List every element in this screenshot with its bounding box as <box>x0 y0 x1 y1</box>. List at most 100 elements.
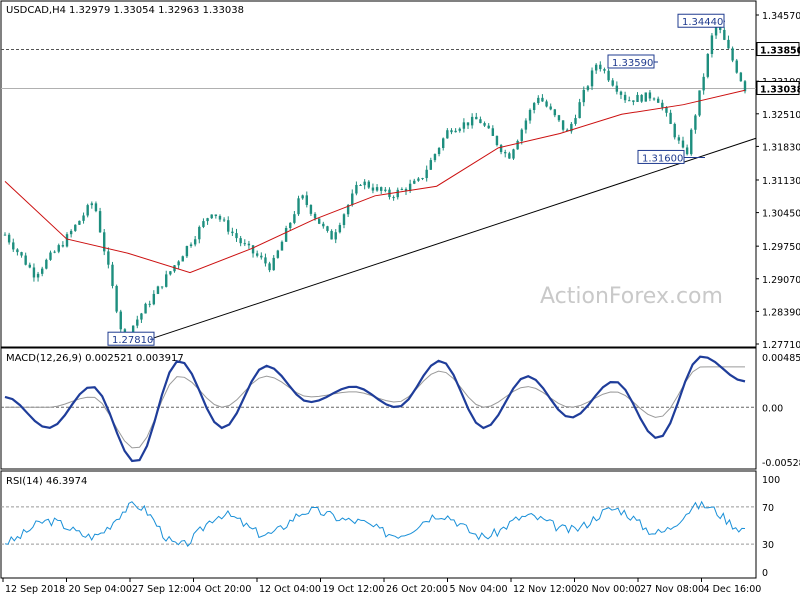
ohlc-readout: 1.32979 1.33054 1.32963 1.33038 <box>69 5 244 16</box>
candle-body <box>512 149 515 159</box>
candle-body <box>421 178 424 180</box>
rsi-tick-label: 100 <box>762 475 780 486</box>
candle-body <box>264 257 267 264</box>
candle-body <box>181 256 184 262</box>
candle-body <box>425 169 428 179</box>
candle-body <box>193 239 197 245</box>
candle-body <box>656 98 660 103</box>
candle-body <box>351 193 354 205</box>
candle-body <box>466 122 470 126</box>
candle-body <box>94 203 98 212</box>
candle-body <box>301 195 304 199</box>
candle-body <box>524 120 528 130</box>
candle-body <box>49 252 52 260</box>
candle-body <box>578 102 581 119</box>
macd-tick-label: 0.00 <box>762 403 783 414</box>
candle-body <box>61 245 65 247</box>
candle-body <box>727 39 730 49</box>
candle-body <box>731 48 734 61</box>
candle-body <box>661 102 664 108</box>
candle-body <box>255 253 259 256</box>
candle-body <box>280 241 284 251</box>
candle-body <box>41 268 44 274</box>
candle-body <box>69 230 73 235</box>
candle-body <box>140 313 143 320</box>
candle-body <box>487 125 490 129</box>
candle-body <box>557 115 561 121</box>
candle-body <box>574 118 577 124</box>
time-tick-label: 27 Sep 12:00 <box>132 584 195 595</box>
candle-body <box>462 122 466 129</box>
candle-body <box>545 101 548 107</box>
candles <box>3 18 747 340</box>
candle-body <box>260 255 263 258</box>
candle-body <box>375 187 379 191</box>
candle-body <box>45 259 48 269</box>
candle-body <box>185 246 189 257</box>
candle-body <box>698 90 701 116</box>
candle-body <box>322 223 325 227</box>
trendline-line <box>149 137 757 340</box>
candle-body <box>90 203 94 206</box>
candle-body <box>74 224 77 231</box>
candle-body <box>743 81 747 92</box>
candle-body <box>239 238 242 244</box>
candle-body <box>189 244 193 247</box>
candle-body <box>206 218 209 222</box>
candle-body <box>648 92 652 99</box>
candle-body <box>479 119 482 124</box>
candle-body <box>243 243 246 245</box>
candle-body <box>111 264 114 286</box>
candle-body <box>317 218 321 224</box>
time-tick-label: 20 Nov 00:00 <box>577 584 641 595</box>
candle-body <box>160 286 164 288</box>
annotation-label: 1.27810 <box>112 335 153 346</box>
rsi-tick-label: 30 <box>762 540 774 551</box>
candle-body <box>685 147 689 155</box>
candle-body <box>177 261 180 266</box>
price-tick-label: 1.32510 <box>762 110 800 121</box>
macd-tick-label: 0.004853 <box>762 353 800 364</box>
candle-body <box>119 311 122 330</box>
current-price-label: 1.33038 <box>760 84 800 95</box>
candle-body <box>632 100 635 102</box>
candle-body <box>305 195 308 205</box>
candle-body <box>78 220 81 225</box>
candle-body <box>24 255 27 265</box>
candle-body <box>272 257 275 271</box>
price-axis: 1.345701.338501.331901.325101.318301.311… <box>756 11 800 579</box>
candle-body <box>582 89 585 103</box>
candle-body <box>338 225 342 233</box>
candle-body <box>553 109 557 116</box>
candle-body <box>669 112 672 124</box>
candle-body <box>36 273 40 278</box>
annotation-label: 1.31600 <box>642 153 683 164</box>
candle-body <box>284 228 288 242</box>
time-tick-label: 12 Sep 2018 <box>5 584 65 595</box>
candle-body <box>442 138 445 148</box>
price-tick-label: 1.31830 <box>762 142 800 153</box>
candle-body <box>247 243 251 246</box>
candle-body <box>326 226 329 231</box>
candle-body <box>454 130 457 133</box>
candle-body <box>528 109 532 121</box>
candle-body <box>417 178 420 181</box>
candle-body <box>739 72 743 82</box>
candle-body <box>623 94 627 101</box>
candle-body <box>429 160 433 170</box>
price-tick-label: 1.31130 <box>762 176 800 187</box>
macd-line <box>4 355 746 463</box>
watermark: ActionForex.com <box>540 284 723 309</box>
candle-body <box>681 140 685 148</box>
time-tick-label: 26 Oct 20:00 <box>386 584 448 595</box>
time-axis: 12 Sep 2018 20 Sep 04:00 27 Sep 12:00 4 Oct… <box>2 578 761 595</box>
resistance-label-box <box>756 42 800 57</box>
rsi-tick-label: 70 <box>762 503 774 514</box>
candle-body <box>619 91 623 95</box>
candle-body <box>363 181 366 186</box>
candle-body <box>706 53 709 77</box>
candle-body <box>334 232 337 240</box>
macd-panel <box>0 347 757 470</box>
candle-body <box>566 129 569 132</box>
price-tick-label: 1.34570 <box>762 11 800 22</box>
